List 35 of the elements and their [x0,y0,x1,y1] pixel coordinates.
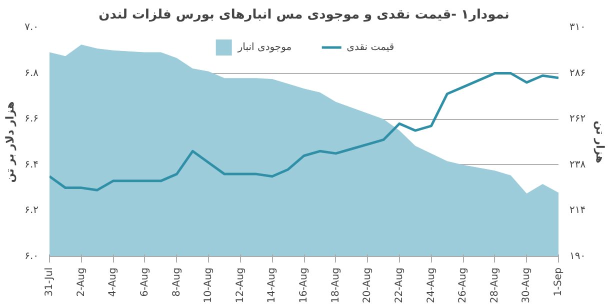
y-tick-label: ۶.۲ [24,205,38,216]
x-tick-label: 28-Aug [489,268,500,304]
x-tick-label: 10-Aug [203,268,214,304]
legend-label: قیمت نقدی [346,42,394,52]
x-tick-label: 6-Aug [139,267,150,297]
line-series [50,72,558,192]
x-tick-label: 2-Aug [76,267,87,297]
y2-tick-label: ۲۸۶ [570,68,586,79]
x-tick-label: 8-Aug [171,267,182,297]
x-tick-label: 22-Aug [394,268,405,304]
y2-tick-label: ۲۱۴ [570,205,586,216]
chart-title: نمودار۱ -قیمت نقدی و موجودی مس انبارهای بورس فلزات لندن [98,8,510,22]
y-tick-label: ۷.۰ [24,22,38,33]
legend-label: موجودی انبار [238,42,292,52]
y2-axis-title: هزار تن [594,120,607,164]
x-tick-label: 16-Aug [298,268,310,304]
y2-tick-label: ۱۹۰ [570,251,586,262]
x-tick-label: 26-Aug [458,268,469,304]
x-tick-label: 24-Aug [426,268,437,304]
x-tick-label: 14-Aug [266,268,278,304]
y-tick-label: ۶.۶ [24,114,38,125]
x-tick-label: 12-Aug [234,268,246,304]
y-tick-label: ۶.۰ [24,251,38,262]
x-tick-label: 31-Jul [44,267,55,296]
x-tick-label: 18-Aug [330,268,342,304]
y-axis-title: هزار دلار بر تن [4,101,17,183]
y-tick-label: ۶.۸ [24,68,40,79]
y2-tick-label: ۲۳۸ [570,159,586,170]
y-tick-label: ۶.۴ [24,159,38,170]
x-tick-label: 30-Aug [521,268,532,304]
x-tick-label: 4-Aug [108,267,119,297]
y2-tick-label: ۳۱۰ [570,22,586,33]
x-tick-label: 20-Aug [362,268,374,304]
y2-tick-label: ۲۶۲ [570,114,586,125]
x-tick-label: 1-Sep [553,267,564,296]
